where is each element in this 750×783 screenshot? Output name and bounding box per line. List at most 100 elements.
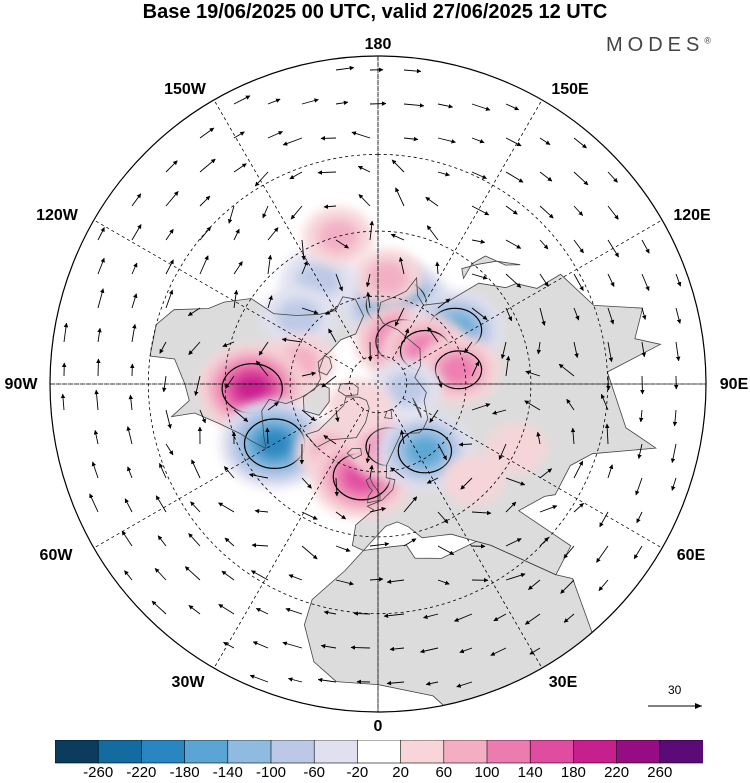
wind-arrow — [320, 644, 337, 649]
wind-arrow — [282, 641, 303, 649]
wind-arrow — [606, 375, 611, 391]
wind-arrow — [675, 307, 682, 324]
colorbar-swatch — [357, 740, 402, 764]
polar-stereographic-map — [49, 55, 707, 713]
wind-arrow — [301, 409, 316, 422]
wind-arrow — [536, 341, 542, 355]
wind-arrow — [224, 537, 235, 547]
wind-arrow — [353, 611, 371, 616]
colorbar-swatch — [659, 740, 703, 764]
wind-arrow — [301, 260, 308, 275]
wind-arrow — [188, 533, 201, 547]
wind-arrow — [600, 393, 609, 411]
wind-arrow — [403, 103, 425, 108]
wind-arrow — [191, 459, 201, 479]
wind-arrow — [369, 541, 390, 547]
wind-arrow — [289, 171, 303, 180]
wind-arrow — [636, 511, 643, 524]
wind-arrow — [221, 570, 235, 581]
wind-arrow — [607, 171, 618, 183]
wind-arrow — [233, 228, 240, 241]
modes-logo: MODES® — [606, 34, 711, 57]
wind-arrow — [301, 307, 319, 315]
wind-arrow — [505, 273, 522, 288]
wind-arrow — [563, 545, 575, 559]
wind-arrow — [641, 273, 650, 292]
wind-arrow — [641, 239, 650, 254]
colorbar-tick-label: -220 — [126, 764, 157, 781]
wind-arrow — [539, 505, 558, 513]
wind-arrow — [390, 467, 405, 479]
wind-arrow — [427, 326, 439, 343]
wind-arrow — [637, 443, 643, 460]
colorbar — [55, 740, 703, 764]
wind-arrow — [199, 255, 209, 275]
wind-arrow — [255, 607, 269, 615]
wind-arrow — [398, 256, 405, 275]
wind-arrow — [403, 136, 419, 142]
lon-label-150e: 150E — [551, 81, 589, 98]
wind-arrow — [563, 613, 575, 623]
wind-arrow — [528, 579, 541, 590]
wind-arrow — [566, 398, 575, 411]
wind-arrow — [607, 341, 614, 363]
wind-arrow — [437, 171, 450, 177]
wind-arrow — [335, 65, 355, 71]
wind-arrow — [386, 579, 405, 584]
coastline-ellesmere — [337, 382, 359, 397]
wind-arrow — [607, 239, 619, 258]
meridian-line — [391, 99, 543, 360]
wind-arrow — [505, 239, 522, 249]
wind-arrow — [335, 579, 354, 586]
wind-arrow — [290, 205, 303, 220]
meridian-line — [391, 408, 543, 669]
wind-arrow — [505, 477, 526, 486]
wind-arrow — [267, 98, 281, 105]
wind-arrow — [335, 409, 340, 423]
wind-arrow — [459, 647, 473, 654]
wind-arrow — [490, 647, 507, 656]
meridian-line — [93, 219, 354, 371]
wind-arrow — [671, 477, 677, 491]
brand-registered-mark: ® — [704, 35, 711, 46]
wind-arrow — [536, 431, 541, 445]
wind-arrow — [165, 409, 172, 429]
wind-arrow — [369, 101, 387, 106]
colorbar-tick-label: -100 — [255, 764, 287, 781]
wind-arrow — [301, 239, 306, 261]
wind-arrow — [159, 462, 167, 479]
wind-arrow — [157, 535, 167, 547]
wind-arrow — [265, 427, 270, 445]
wind-arrow — [251, 570, 269, 581]
colorbar-swatch — [529, 740, 575, 764]
wind-arrow — [505, 103, 520, 111]
wind-arrow — [505, 137, 522, 147]
wind-arrow — [127, 466, 133, 479]
wind-arrow — [403, 538, 417, 547]
wind-arrow — [94, 389, 99, 411]
lon-label-60w: 60W — [39, 547, 73, 564]
wind-arrow — [607, 464, 614, 479]
map-title: Base 19/06/2025 00 UTC, valid 27/06/2025… — [142, 1, 608, 23]
wind-arrow — [335, 511, 347, 520]
wind-arrow — [251, 543, 269, 548]
wind-arrow — [607, 273, 615, 288]
coastline-japan — [461, 255, 521, 280]
wind-arrow — [366, 291, 371, 309]
wind-arrow — [524, 400, 541, 411]
wind-arrow — [570, 427, 576, 445]
wind-arrow — [199, 127, 215, 139]
wind-arrow — [391, 159, 405, 173]
colorbar-swatch — [443, 740, 488, 764]
wind-arrow — [287, 677, 303, 683]
wind-arrow — [131, 323, 137, 343]
wind-arrow — [162, 375, 167, 393]
colorbar-tick-label: -60 — [303, 764, 326, 781]
wind-arrow — [607, 205, 619, 220]
wind-arrow — [675, 341, 681, 362]
wind-arrow — [505, 501, 517, 513]
wind-arrow — [218, 604, 235, 615]
wind-arrow — [471, 403, 491, 411]
lon-label-120e: 120E — [673, 207, 711, 224]
wind-arrow — [369, 464, 374, 479]
